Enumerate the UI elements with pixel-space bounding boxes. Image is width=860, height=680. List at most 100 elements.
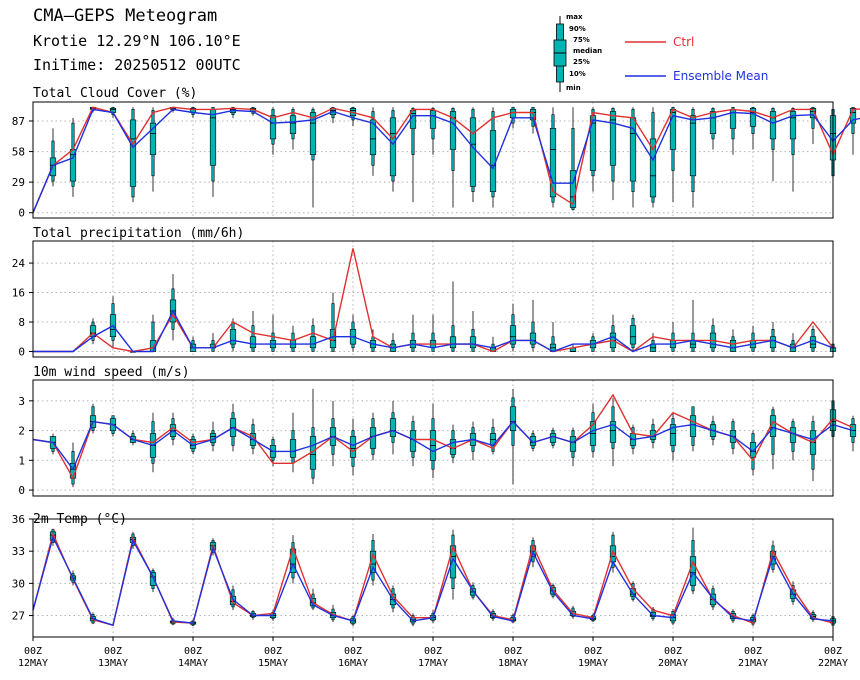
box-22 — [469, 107, 477, 203]
box-p25-p75 — [709, 111, 717, 134]
box-36 — [749, 325, 757, 352]
box-p25-p75 — [509, 406, 517, 431]
box-24 — [509, 303, 517, 352]
box-p25-p75 — [809, 336, 817, 349]
y-tick-label: 0 — [18, 207, 25, 220]
y-tick-label: 30 — [12, 577, 25, 590]
x-tick-date-label: 18MAY — [498, 658, 528, 669]
panel-title: 10m wind speed (m/s) — [33, 365, 190, 380]
y-tick-label: 0 — [18, 484, 25, 497]
y-tick-label: 87 — [12, 115, 25, 128]
x-tick-hour-label: 00Z — [744, 646, 762, 657]
box-p10-p90 — [571, 128, 575, 210]
box-19 — [409, 314, 417, 352]
box-6 — [149, 568, 157, 592]
box-p10-p90 — [411, 108, 415, 156]
y-tick-label: 36 — [12, 513, 25, 526]
y-tick-label: 29 — [12, 176, 25, 189]
box-p25-p75 — [229, 595, 237, 606]
box-p25-p75 — [129, 119, 137, 187]
box-38 — [789, 107, 797, 192]
box-p25-p75 — [309, 112, 317, 156]
x-tick-date-label: 19MAY — [578, 658, 608, 669]
box-3 — [89, 318, 97, 345]
panel-2: 10m wind speed (m/s) 0 1 2 3 — [18, 365, 857, 497]
series-ctrl-line — [32, 106, 860, 213]
chart-title: CMA—GEPS Meteogram — [33, 6, 218, 26]
box-legend-label: min — [566, 84, 581, 92]
box-12 — [269, 107, 277, 155]
x-tick-date-label: 17MAY — [418, 658, 448, 669]
box-p10-p90 — [331, 303, 335, 352]
box-p25-p75 — [469, 117, 477, 187]
legend-label: Ctrl — [673, 35, 694, 49]
box-24 — [509, 388, 517, 485]
box-p25-p75 — [469, 336, 477, 349]
box-20 — [429, 314, 437, 352]
box-6 — [149, 107, 157, 192]
box-37 — [769, 107, 777, 182]
box-p25-p75 — [809, 108, 817, 119]
box-p25-p75 — [729, 340, 737, 352]
box-23 — [489, 336, 497, 352]
box-32 — [669, 322, 677, 352]
box-p25-p75 — [389, 117, 397, 177]
box-31 — [649, 333, 657, 352]
box-1 — [49, 433, 57, 455]
y-tick-label: 2 — [18, 425, 25, 438]
y-tick-label: 33 — [12, 545, 25, 558]
box-p25-p75 — [689, 415, 697, 437]
x-tick-date-label: 15MAY — [258, 658, 288, 669]
box-p25-p75 — [289, 115, 297, 134]
box-33 — [689, 299, 697, 352]
box-29 — [609, 107, 617, 201]
series-ensemble-mean-line — [33, 309, 834, 353]
box-21 — [449, 281, 457, 352]
box-17 — [369, 329, 377, 352]
box-9 — [209, 421, 217, 452]
box-16 — [349, 418, 357, 476]
box-legend-label: max — [566, 13, 583, 21]
box-4 — [109, 296, 117, 348]
panel-frame — [32, 101, 834, 219]
y-tick-label: 1 — [18, 454, 25, 467]
box-23 — [489, 107, 497, 208]
x-tick-hour-label: 00Z — [424, 646, 442, 657]
box-legend-label: 10% — [569, 70, 586, 78]
box-p25-p75 — [609, 111, 617, 166]
y-tick-label: 24 — [12, 257, 26, 270]
legend-label: Ensemble Mean — [673, 69, 768, 83]
box-26 — [549, 322, 557, 352]
box-p25-p75 — [689, 115, 697, 177]
box-18 — [389, 107, 397, 192]
box-13 — [289, 325, 297, 352]
box-19 — [409, 107, 417, 203]
x-tick-hour-label: 00Z — [664, 646, 682, 657]
series-ensemble-mean-line — [32, 535, 834, 627]
box-p25-p75 — [289, 439, 297, 458]
box-25 — [529, 299, 537, 352]
box-p25-p75 — [249, 336, 257, 349]
box-p25-p75 — [769, 111, 777, 140]
y-tick-label: 3 — [18, 395, 25, 408]
x-tick-hour-label: 00Z — [104, 646, 122, 657]
box-37 — [769, 322, 777, 352]
panel-0: Total Cloud Cover (%) 0 29 58 87 — [12, 86, 860, 220]
box-p25-p75 — [369, 119, 377, 156]
x-tick-hour-label: 00Z — [504, 646, 522, 657]
location-label: Krotie 12.29°N 106.10°E — [33, 32, 241, 50]
box-18 — [389, 333, 397, 352]
x-tick-date-label: 12MAY — [18, 658, 48, 669]
box-29 — [609, 314, 617, 352]
box-5 — [129, 107, 137, 203]
box-p25-p75 — [389, 418, 397, 437]
box-28 — [589, 333, 597, 352]
box-p25-p75 — [669, 424, 677, 446]
box-29 — [609, 397, 617, 467]
x-tick-hour-label: 00Z — [24, 646, 42, 657]
box-7 — [169, 274, 177, 341]
box-p25-p75 — [549, 433, 557, 443]
box-p25-p75 — [609, 421, 617, 443]
box-p25-p75 — [349, 436, 357, 458]
